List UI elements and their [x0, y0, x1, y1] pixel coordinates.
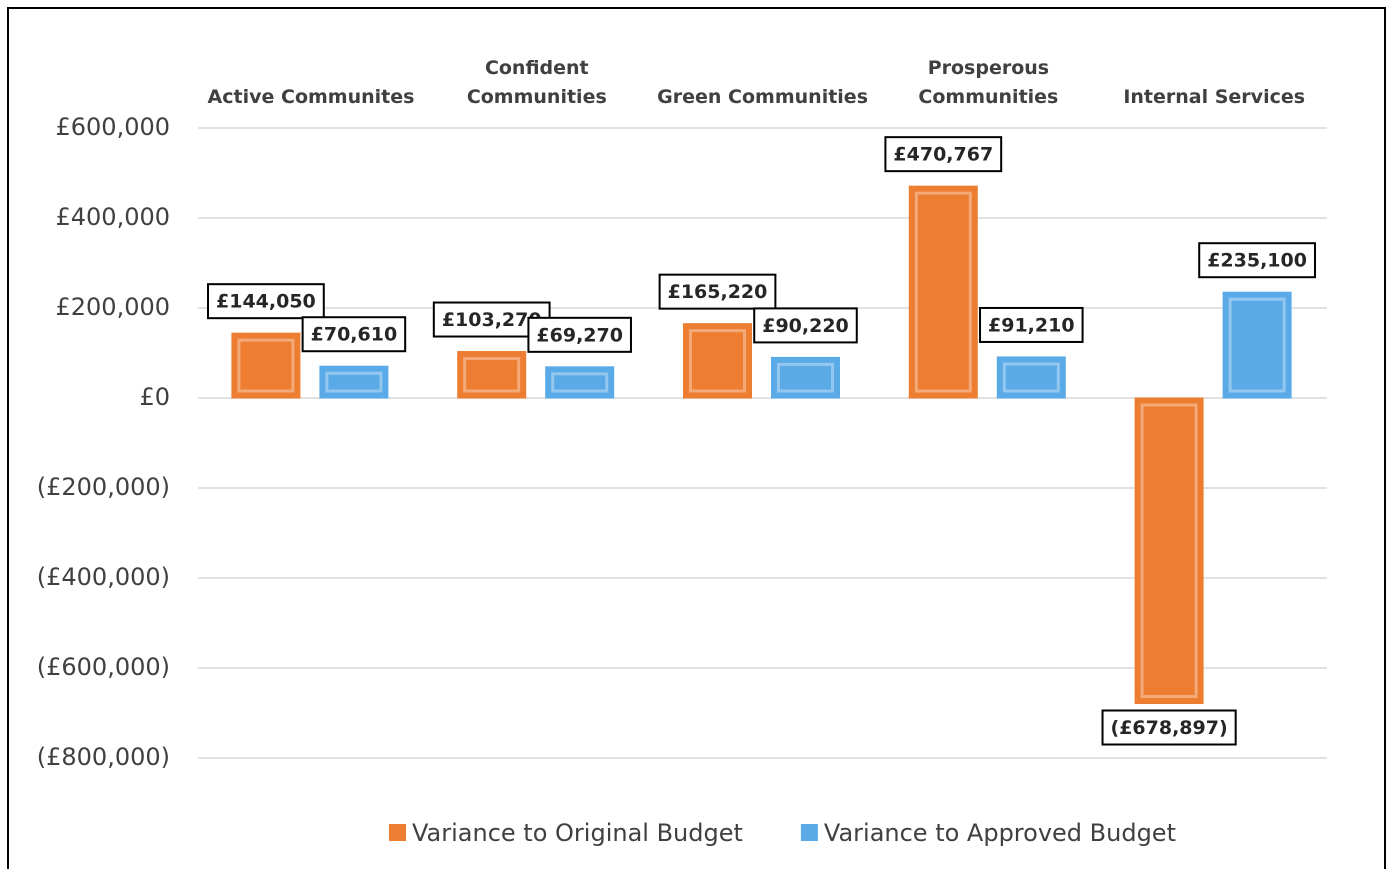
- data-label: £70,610: [311, 324, 398, 346]
- bar-group: [1134, 397, 1204, 705]
- bar-bevel: [463, 357, 521, 393]
- y-tick-label: (£800,000): [37, 743, 170, 771]
- data-label-box: [527, 316, 632, 353]
- data-label: £90,220: [762, 315, 849, 337]
- bar-group: [771, 356, 840, 399]
- bar-bevel: [325, 371, 383, 393]
- bar-group: [457, 351, 527, 399]
- bar: [683, 323, 752, 399]
- data-label: £69,270: [536, 324, 623, 346]
- data-label: £470,767: [893, 144, 993, 166]
- data-label: (£678,897): [1111, 717, 1228, 739]
- bar: [457, 351, 527, 399]
- y-tick-label: £400,000: [55, 203, 170, 231]
- data-label-box: [753, 307, 858, 344]
- data-label: £91,210: [988, 314, 1075, 336]
- bar-bevel: [914, 191, 972, 393]
- category-label: Green Communities: [657, 86, 868, 108]
- bar-group: [683, 323, 752, 399]
- legend-swatch: [389, 824, 407, 841]
- bar-group: [231, 332, 301, 399]
- y-tick-label: (£200,000): [37, 473, 170, 501]
- bar: [908, 185, 978, 399]
- bar-bevel: [777, 362, 834, 393]
- bar-bevel: [1228, 297, 1286, 393]
- data-label-box: [884, 136, 1003, 173]
- bar: [545, 366, 615, 399]
- legend-swatch: [800, 824, 818, 841]
- bar-bevel: [689, 329, 746, 393]
- bar-group: [1222, 291, 1292, 399]
- data-label: £165,220: [668, 281, 768, 303]
- bar: [1222, 291, 1292, 399]
- bar-group: [319, 365, 389, 399]
- data-label: £144,050: [216, 291, 316, 313]
- bar-bevel: [551, 372, 609, 393]
- data-label-box: [1198, 242, 1316, 279]
- bar-group: [996, 356, 1066, 399]
- category-label: Prosperous Communities: [918, 57, 1059, 108]
- legend-label: Variance to Original Budget: [412, 819, 743, 847]
- data-label-box: [1101, 709, 1237, 746]
- category-label: Confident Communities: [466, 57, 607, 108]
- y-tick-label: £0: [139, 383, 170, 411]
- data-label: £235,100: [1207, 250, 1307, 272]
- data-label-box: [658, 273, 777, 310]
- bar-group: [545, 366, 615, 399]
- category-label: Active Communites: [207, 86, 415, 108]
- bar: [231, 332, 301, 399]
- y-tick-label: (£400,000): [37, 563, 170, 591]
- bar-bevel: [237, 338, 295, 393]
- category-label: Internal Services: [1123, 86, 1306, 108]
- y-tick-label: (£600,000): [37, 653, 170, 681]
- bar-group: [908, 185, 978, 399]
- data-label-box: [301, 316, 407, 353]
- legend-label: Variance to Approved Budget: [824, 819, 1176, 847]
- bar: [319, 365, 389, 399]
- bar: [771, 356, 840, 399]
- data-label-box: [207, 283, 325, 320]
- bar: [1134, 397, 1204, 705]
- bar-bevel: [1140, 403, 1198, 699]
- data-label: £103,270: [442, 309, 542, 331]
- y-tick-label: £600,000: [55, 113, 170, 141]
- bar-bevel: [1002, 362, 1060, 393]
- bar: [996, 356, 1066, 399]
- y-tick-label: £200,000: [55, 293, 170, 321]
- data-label-box: [979, 306, 1084, 343]
